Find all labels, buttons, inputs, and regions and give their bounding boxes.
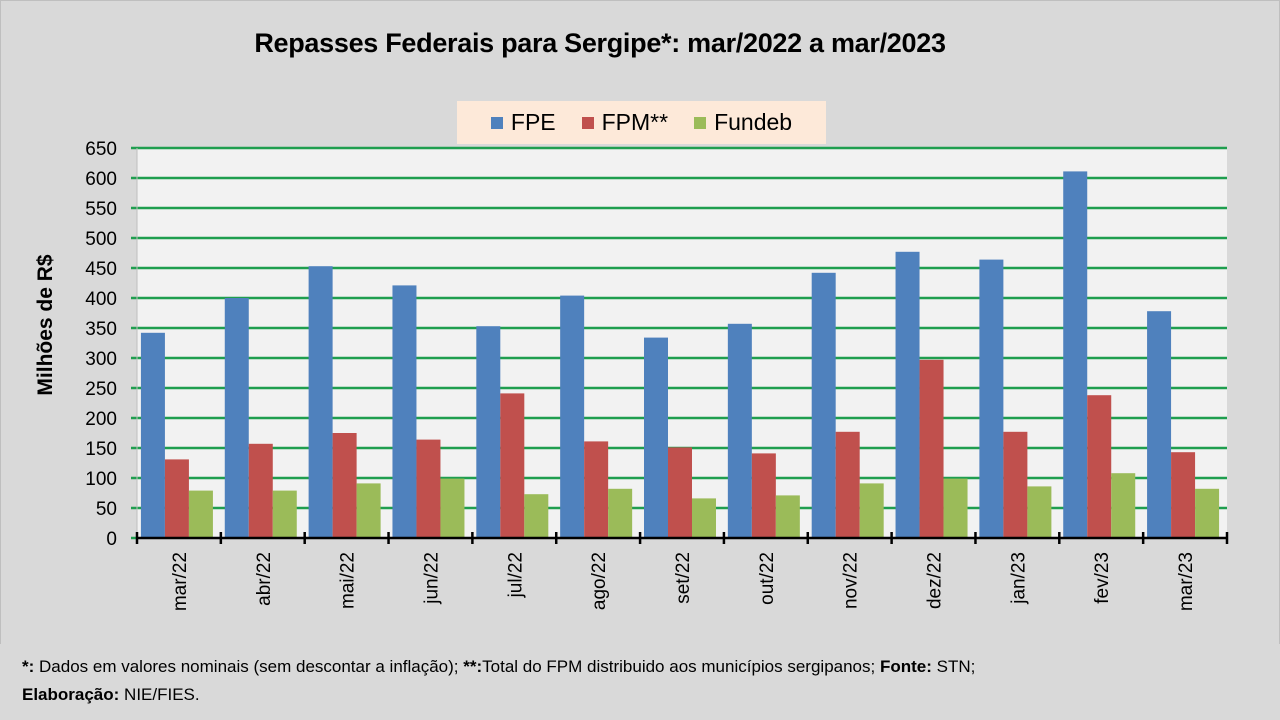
bar-fpe-mai-22: [308, 266, 333, 538]
bar-fpm-nov-22: [835, 431, 860, 538]
bar-fpe-fev-23: [1063, 171, 1088, 538]
y-tick-label: 450: [85, 259, 117, 280]
bar-fundeb-mar-23: [1195, 488, 1220, 538]
x-tick-label: set/22: [673, 552, 694, 604]
y-tick-label: 250: [85, 379, 117, 400]
x-tick-label: mai/22: [338, 552, 359, 609]
bar-fpm-out-22: [751, 453, 776, 538]
bar-fundeb-abr-22: [272, 490, 297, 538]
chart-title: Repasses Federais para Sergipe*: mar/202…: [254, 28, 946, 58]
x-tick-label: mar/22: [170, 552, 191, 611]
bar-fpe-nov-22: [811, 272, 836, 538]
bar-fpm-jan-23: [1003, 431, 1028, 538]
bar-fpe-abr-22: [224, 298, 249, 538]
axes: [135, 148, 1229, 544]
x-tick-label: jul/22: [505, 552, 526, 598]
author-text: NIE/FIES.: [119, 685, 200, 704]
bar-fpm-dez-22: [919, 359, 944, 538]
bar-fundeb-jan-23: [1027, 486, 1052, 538]
bar-fpm-jun-22: [416, 439, 441, 538]
legend-label-fpe: FPE: [510, 109, 556, 135]
bar-fundeb-mai-22: [356, 483, 381, 538]
bar-fpe-jul-22: [476, 326, 501, 538]
legend-label-fpm: FPM**: [601, 109, 669, 135]
y-tick-label: 600: [85, 169, 117, 190]
y-tick-label: 350: [85, 319, 117, 340]
y-tick-label: 0: [106, 529, 117, 550]
bar-fpm-fev-23: [1087, 395, 1112, 538]
source-text: STN;: [931, 657, 976, 676]
x-tick-label: out/22: [757, 552, 778, 605]
x-tick-label: nov/22: [841, 552, 862, 609]
bar-fpm-mar-22: [164, 459, 189, 538]
legend-swatch-fundeb: [694, 116, 707, 129]
bar-fundeb-fev-23: [1111, 473, 1136, 538]
x-tick-label: mar/23: [1176, 552, 1197, 611]
chart-legend: FPE FPM** Fundeb: [457, 101, 826, 144]
y-tick-label: 50: [96, 499, 117, 520]
bar-fundeb-jun-22: [440, 478, 465, 538]
bar-fpe-jun-22: [392, 285, 417, 538]
x-tick-label: fev/23: [1092, 552, 1113, 604]
x-tick-label: jun/22: [421, 552, 442, 605]
bar-fpe-jan-23: [979, 259, 1004, 538]
bar-fundeb-mar-22: [188, 490, 213, 538]
bar-fpe-set-22: [644, 337, 668, 538]
y-tick-label: 150: [85, 439, 117, 460]
note2-text: Total do FPM distribuido aos municípios …: [482, 657, 880, 676]
x-tick-label: dez/22: [925, 552, 946, 609]
y-tick-label: 550: [85, 199, 117, 220]
x-tick-label: ago/22: [589, 552, 610, 610]
footer-line-2: Elaboração: NIE/FIES.: [22, 685, 200, 705]
source-label: Fonte:: [879, 657, 932, 676]
legend-swatch-fpm: [581, 116, 594, 129]
y-tick-label: 500: [85, 229, 117, 250]
x-tick-label: jan/23: [1008, 552, 1029, 605]
bar-fpe-mar-23: [1147, 311, 1172, 538]
x-tick-label: abr/22: [254, 552, 275, 606]
bar-fpm-ago-22: [584, 441, 609, 538]
bar-fpm-mar-23: [1171, 452, 1196, 538]
footer-line-1: *: Dados em valores nominais (sem descon…: [22, 657, 975, 677]
author-label: Elaboração:: [22, 685, 120, 704]
y-tick-label: 650: [85, 139, 117, 160]
legend-swatch-fpe: [490, 116, 503, 129]
bar-fpe-dez-22: [895, 251, 920, 539]
bar-fpe-out-22: [727, 323, 752, 538]
bars: [140, 171, 1220, 539]
bar-fundeb-out-22: [775, 495, 800, 538]
y-tick-labels: 0 50 100 150 200 250 300 350 400 450 500 550 600 650: [85, 139, 117, 550]
bar-fundeb-ago-22: [608, 488, 633, 538]
bar-fpm-jul-22: [500, 393, 525, 538]
note1-text: Dados em valores nominais (sem descontar…: [34, 657, 464, 676]
bar-chart: 050100150200250300350400450500550600650 …: [34, 139, 1229, 611]
y-tick-label: 200: [85, 409, 117, 430]
bar-fundeb-jul-22: [524, 494, 549, 538]
bar-fundeb-nov-22: [859, 483, 884, 538]
note2-mark: **:: [463, 657, 483, 676]
y-axis-label: Milhões de R$: [34, 254, 57, 396]
bar-fpe-ago-22: [560, 295, 585, 538]
legend-item-fundeb: Fundeb: [694, 109, 792, 136]
x-tick-labels: mar/22 abr/22 mai/22 jun/22 jul/22 ago/22 set/…: [170, 552, 1197, 611]
bar-fpm-set-22: [668, 447, 692, 538]
legend-item-fpm: FPM**: [581, 109, 669, 136]
y-tick-label: 400: [85, 289, 117, 310]
note1-mark: *:: [22, 657, 35, 676]
bar-fpe-mar-22: [140, 332, 165, 538]
footer-notes: *: Dados em valores nominais (sem descon…: [0, 645, 1260, 720]
bar-fpm-abr-22: [248, 443, 273, 538]
bar-fundeb-dez-22: [943, 478, 968, 538]
legend-label-fundeb: Fundeb: [714, 109, 793, 135]
y-tick-label: 300: [85, 349, 117, 370]
legend-item-fpe: FPE: [490, 109, 556, 136]
bar-fundeb-set-22: [692, 498, 716, 538]
y-tick-label: 100: [85, 469, 117, 490]
bar-fpm-mai-22: [332, 433, 357, 538]
